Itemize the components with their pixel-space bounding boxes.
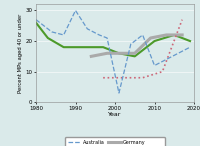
Germany — [106, 52, 108, 54]
Australia — [153, 65, 156, 66]
Line: Australia: Australia — [36, 11, 190, 93]
Australia — [177, 52, 179, 54]
United Kingdom — [118, 52, 120, 54]
United Kingdom — [173, 34, 175, 36]
United Kingdom — [47, 37, 49, 39]
Germany — [149, 37, 152, 39]
France — [181, 19, 183, 21]
Germany — [134, 52, 136, 54]
United Kingdom — [102, 46, 104, 48]
United Kingdom — [153, 40, 156, 42]
France — [102, 77, 104, 79]
United Kingdom — [35, 22, 37, 24]
France — [122, 77, 124, 79]
Australia — [106, 37, 108, 39]
Australia — [86, 28, 89, 30]
United Kingdom — [189, 40, 191, 42]
France — [141, 77, 144, 79]
Line: United Kingdom: United Kingdom — [36, 23, 190, 56]
Legend: Australia, France, Germany, United Kingdom: Australia, France, Germany, United Kingd… — [65, 137, 165, 146]
X-axis label: Year: Year — [108, 112, 122, 117]
Australia — [130, 43, 132, 45]
Line: France: France — [103, 20, 182, 78]
Australia — [62, 34, 65, 36]
France — [161, 71, 164, 73]
Australia — [118, 92, 120, 94]
Australia — [74, 10, 77, 11]
United Kingdom — [62, 46, 65, 48]
Germany — [165, 34, 168, 36]
Australia — [98, 34, 100, 36]
Germany — [122, 52, 124, 54]
Line: Germany: Germany — [91, 35, 182, 56]
Germany — [90, 55, 93, 57]
Y-axis label: Percent MPs aged 40 or under: Percent MPs aged 40 or under — [18, 14, 23, 93]
Germany — [181, 34, 183, 36]
Australia — [35, 19, 37, 21]
United Kingdom — [134, 55, 136, 57]
United Kingdom — [82, 46, 85, 48]
Australia — [141, 34, 144, 36]
Australia — [165, 59, 168, 60]
Australia — [189, 46, 191, 48]
United Kingdom — [181, 37, 183, 39]
Australia — [51, 31, 53, 33]
